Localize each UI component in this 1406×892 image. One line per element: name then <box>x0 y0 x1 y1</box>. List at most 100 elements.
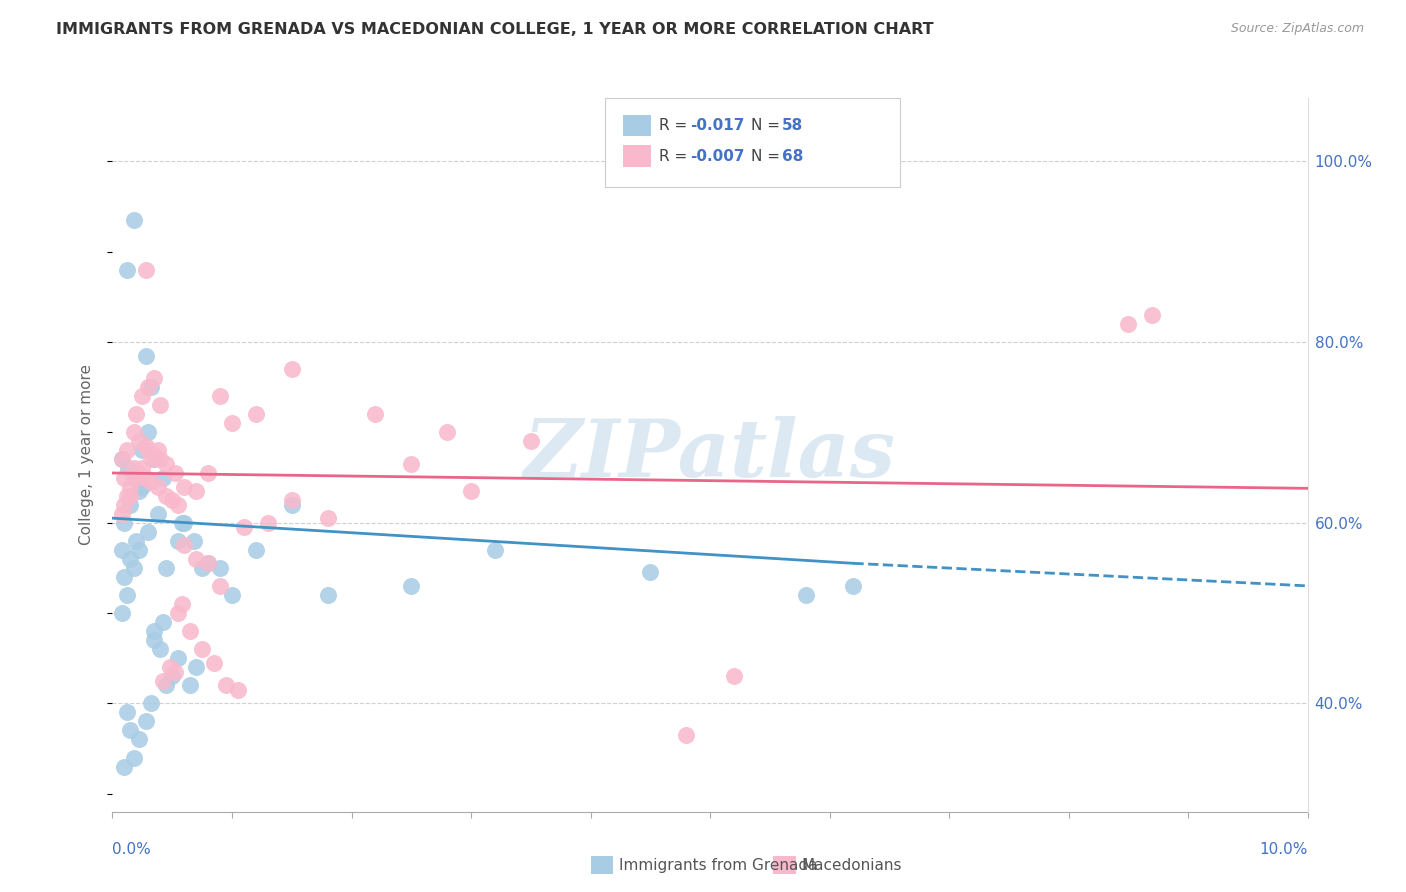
Point <box>117 461 139 475</box>
Point <box>131 461 153 475</box>
Point <box>167 606 190 620</box>
Point <box>128 732 150 747</box>
Point <box>163 466 186 480</box>
Point <box>281 362 304 376</box>
Point <box>139 452 162 467</box>
Point <box>138 380 160 394</box>
Text: Macedonians: Macedonians <box>801 858 901 872</box>
Point <box>122 470 145 484</box>
Point <box>170 516 193 530</box>
Point <box>436 425 458 440</box>
Point <box>162 669 183 683</box>
Point <box>131 443 153 458</box>
Point <box>152 470 174 484</box>
Point <box>723 669 745 683</box>
Y-axis label: College, 1 year or more: College, 1 year or more <box>79 365 94 545</box>
Point <box>155 457 177 471</box>
Point <box>364 407 387 421</box>
Point <box>120 489 142 503</box>
Text: Immigrants from Grenada: Immigrants from Grenada <box>619 858 817 872</box>
Point <box>842 579 865 593</box>
Point <box>173 516 195 530</box>
Text: -0.017: -0.017 <box>690 119 745 133</box>
Point <box>120 723 142 738</box>
Point <box>163 665 186 679</box>
Point <box>143 624 166 638</box>
Point <box>131 389 153 403</box>
Point <box>281 498 304 512</box>
Point <box>115 588 138 602</box>
Text: N =: N = <box>751 119 785 133</box>
Text: R =: R = <box>659 149 693 163</box>
Point <box>139 696 162 710</box>
Point <box>135 439 157 453</box>
Point <box>120 479 142 493</box>
Text: IMMIGRANTS FROM GRENADA VS MACEDONIAN COLLEGE, 1 YEAR OR MORE CORRELATION CHART: IMMIGRANTS FROM GRENADA VS MACEDONIAN CO… <box>56 22 934 37</box>
Point <box>115 262 138 277</box>
Point <box>152 615 174 629</box>
Point <box>191 561 214 575</box>
Point <box>114 516 135 530</box>
Point <box>794 588 817 602</box>
Point <box>202 656 225 670</box>
Point <box>125 533 148 548</box>
Text: Source: ZipAtlas.com: Source: ZipAtlas.com <box>1230 22 1364 36</box>
Point <box>401 457 423 471</box>
Point <box>197 466 219 480</box>
Point <box>122 561 145 575</box>
Point <box>143 633 166 648</box>
Point <box>186 484 208 499</box>
Point <box>245 542 267 557</box>
Point <box>115 443 138 458</box>
Text: 68: 68 <box>782 149 803 163</box>
Point <box>135 349 157 363</box>
Point <box>159 660 181 674</box>
Point <box>179 678 201 692</box>
Point <box>122 425 145 440</box>
Point <box>131 479 153 493</box>
Point <box>111 452 134 467</box>
Point <box>226 682 249 697</box>
Point <box>128 434 150 449</box>
Point <box>281 493 304 508</box>
Point <box>128 484 150 499</box>
Point <box>125 407 148 421</box>
Point <box>179 624 201 638</box>
Point <box>155 489 177 503</box>
Point <box>138 524 160 539</box>
Point <box>170 597 193 611</box>
Point <box>114 570 135 584</box>
Point <box>186 660 208 674</box>
Point <box>139 475 162 489</box>
Point <box>143 452 166 467</box>
Point <box>115 706 138 720</box>
Point <box>155 561 177 575</box>
Point <box>143 448 166 462</box>
Point <box>128 466 150 480</box>
Point <box>167 651 190 665</box>
Point <box>114 759 135 773</box>
Point <box>114 498 135 512</box>
Point <box>111 452 134 467</box>
Point <box>122 213 145 227</box>
Point <box>149 398 172 412</box>
Point <box>245 407 267 421</box>
Point <box>155 678 177 692</box>
Text: 10.0%: 10.0% <box>1260 842 1308 857</box>
Text: 0.0%: 0.0% <box>112 842 152 857</box>
Text: 58: 58 <box>782 119 803 133</box>
Text: N =: N = <box>751 149 785 163</box>
Point <box>149 642 172 657</box>
Point <box>401 579 423 593</box>
Point <box>1116 317 1139 331</box>
Point <box>675 728 697 742</box>
Point <box>138 425 160 440</box>
Point <box>520 434 543 449</box>
Point <box>183 533 205 548</box>
Point <box>114 470 135 484</box>
Point <box>135 470 157 484</box>
Point <box>221 417 243 431</box>
Point <box>146 507 169 521</box>
Point <box>139 380 162 394</box>
Point <box>146 443 169 458</box>
